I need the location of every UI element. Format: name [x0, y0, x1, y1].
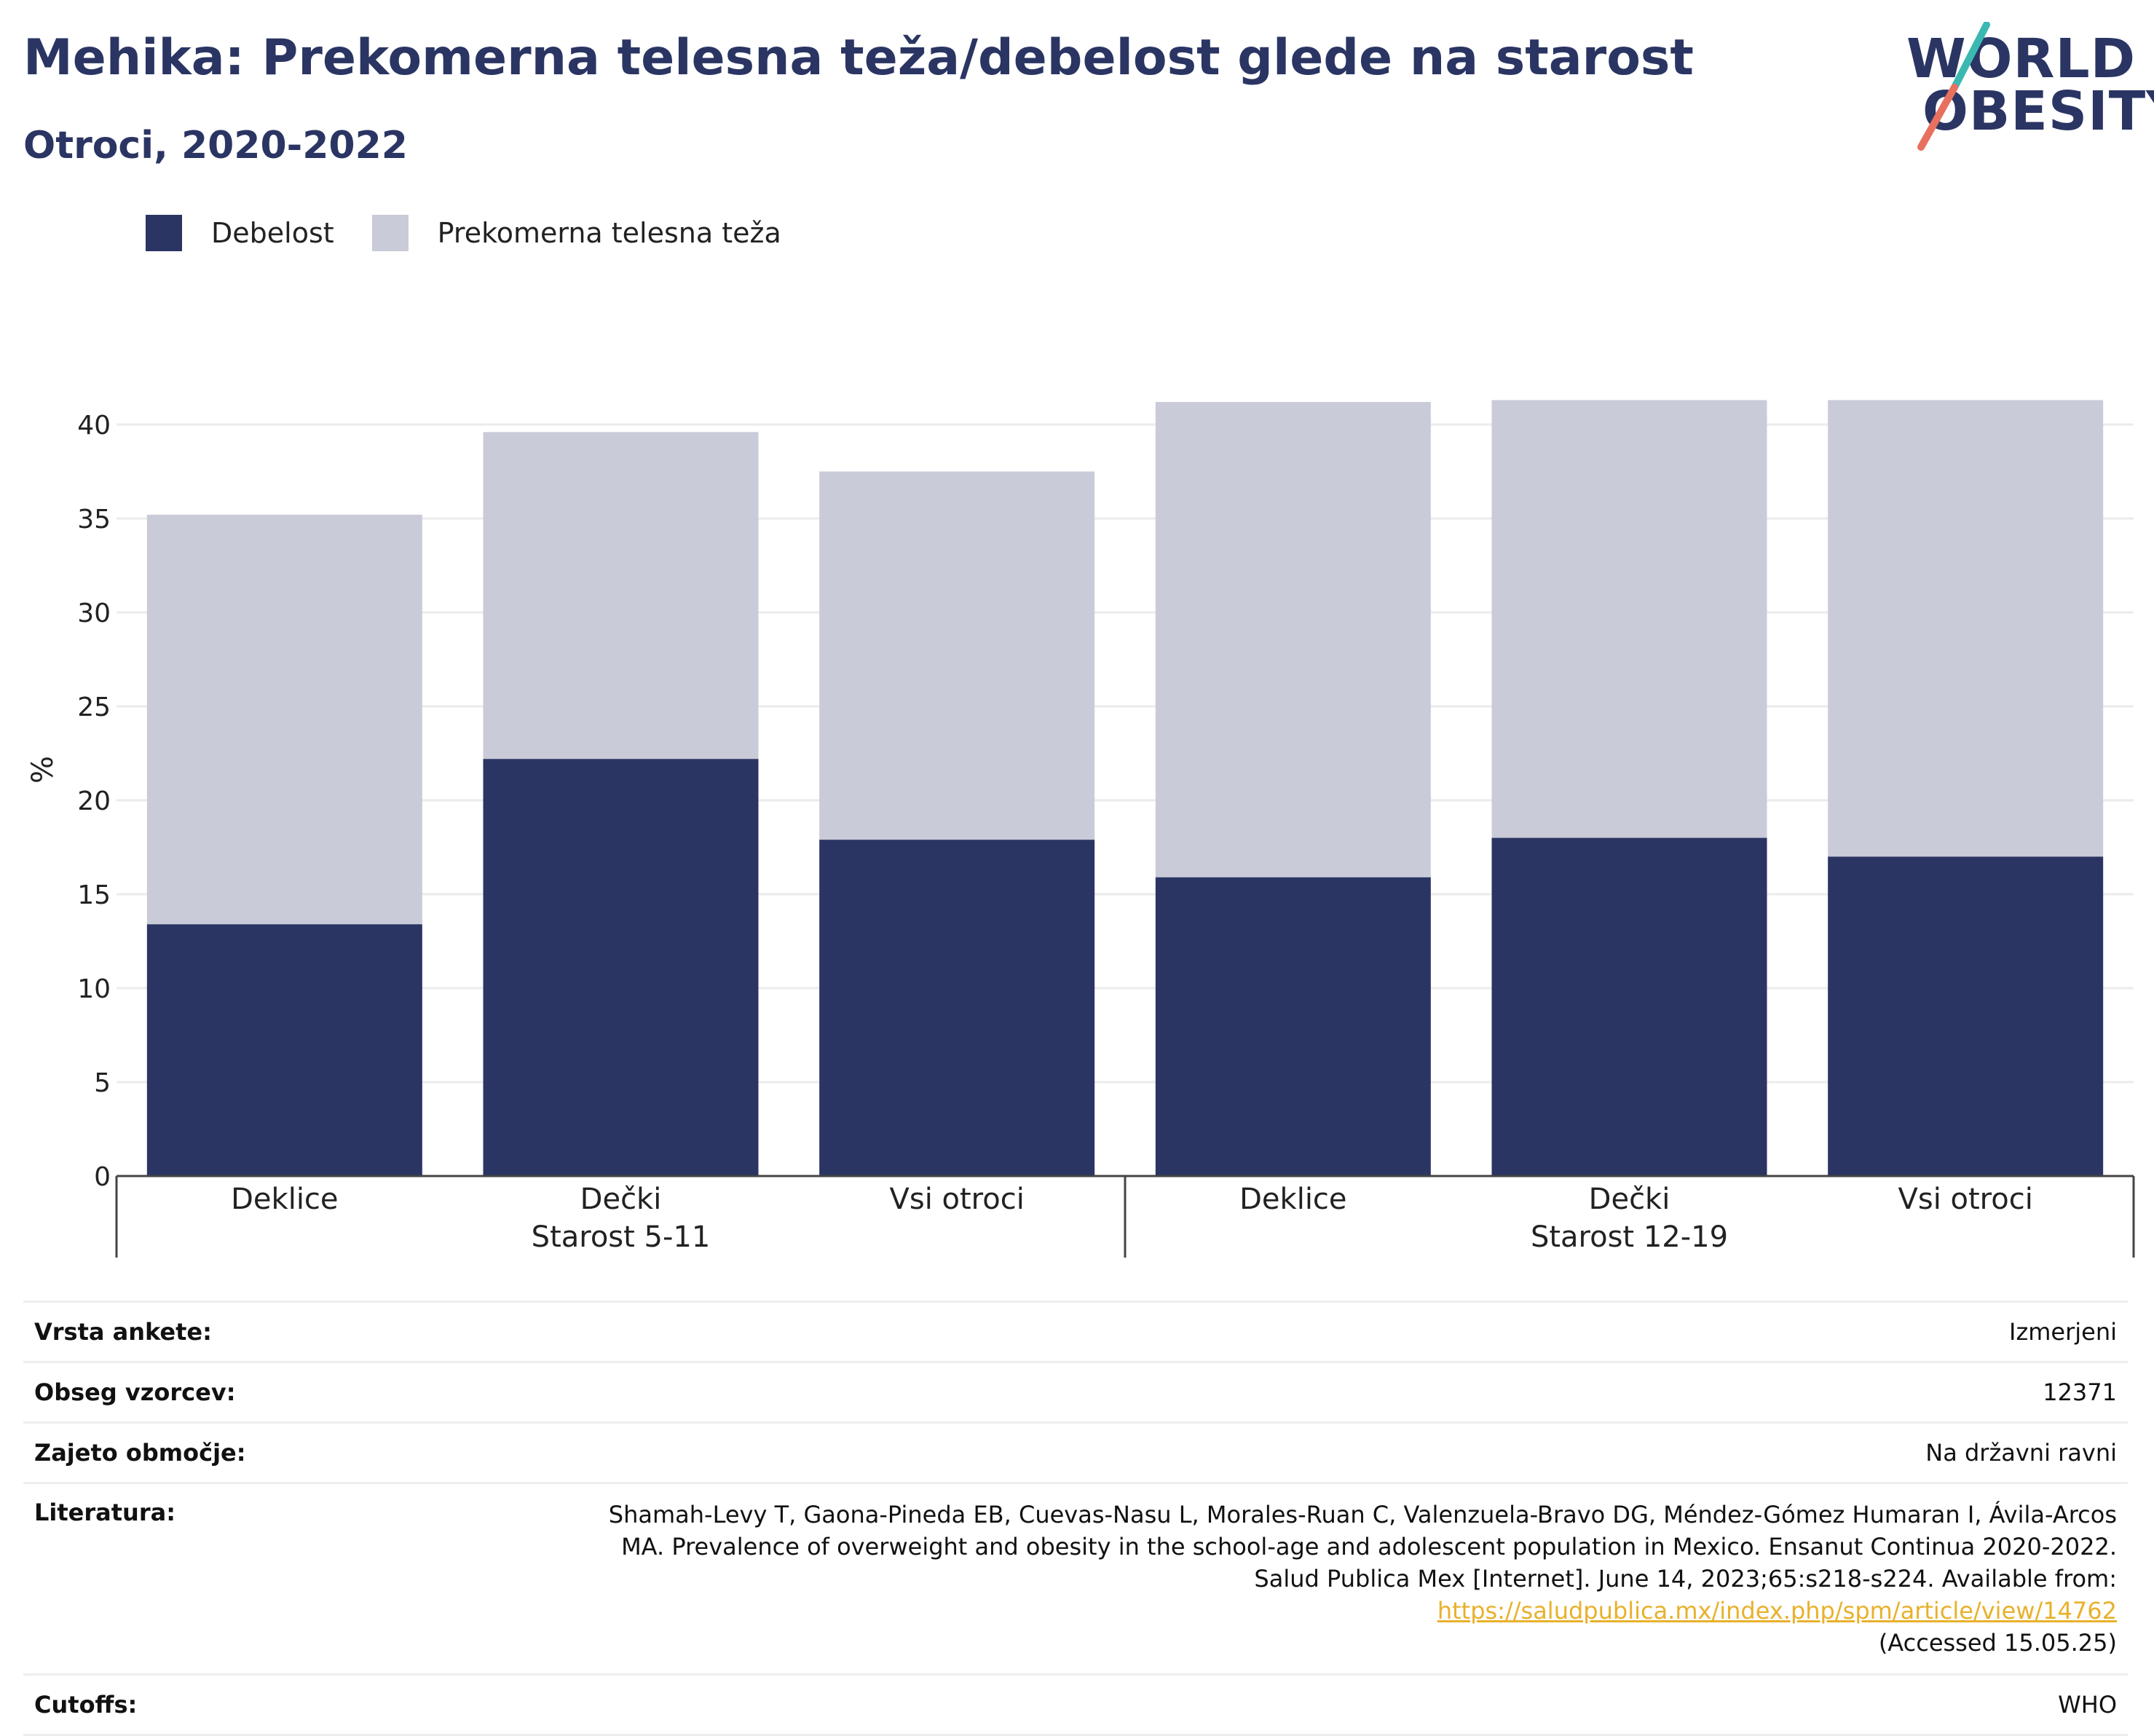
info-row-literature: Literatura: Shamah-Levy T, Gaona-Pineda …	[23, 1482, 2128, 1673]
sample-size-label: Obseg vzorcev:	[34, 1378, 236, 1406]
logo-line-1: WORLD	[1906, 28, 2137, 90]
y-tick-label: 30	[77, 599, 111, 628]
bar-overweight	[1155, 402, 1431, 877]
logo-line-2: OBESITY	[1922, 80, 2154, 143]
bar-obesity	[146, 924, 422, 1176]
bar-overweight	[483, 432, 759, 760]
legend-label-obesity: Debelost	[211, 217, 334, 249]
y-tick-label: 10	[77, 974, 111, 1004]
x-tick-label: Vsi otroci	[889, 1183, 1024, 1216]
y-tick-label: 5	[94, 1068, 111, 1098]
info-row-sample-size: Obseg vzorcev: 12371	[23, 1361, 2128, 1421]
survey-type-value: Izmerjeni	[2009, 1318, 2117, 1346]
chart-title: Mehika: Prekomerna telesna teža/debelost…	[23, 29, 1694, 87]
bar-overweight	[1491, 400, 1767, 838]
logo-slash-icon	[1917, 22, 1990, 151]
x-group-label: Starost 5-11	[532, 1220, 711, 1254]
bar-obesity	[483, 759, 759, 1176]
info-row-survey-type: Vrsta ankete: Izmerjeni	[23, 1301, 2128, 1361]
y-tick-label: 0	[94, 1162, 111, 1192]
bar-obesity	[1155, 877, 1431, 1176]
cutoffs-label: Cutoffs:	[34, 1691, 138, 1719]
x-tick-label: Dečki	[1589, 1183, 1670, 1216]
y-tick-label: 40	[77, 411, 111, 441]
chart-legend: Debelost Prekomerna telesna teža	[146, 215, 819, 251]
literature-value: Shamah-Levy T, Gaona-Pineda EB, Cuevas-N…	[580, 1499, 2117, 1659]
bar-overweight	[146, 514, 422, 925]
info-row-coverage: Zajeto območje: Na državni ravni	[23, 1421, 2128, 1482]
y-tick-label: 35	[77, 505, 111, 534]
legend-swatch-obesity	[146, 215, 182, 251]
legend-swatch-overweight	[371, 215, 409, 251]
literature-link[interactable]: https://saludpublica.mx/index.php/spm/ar…	[1437, 1597, 2117, 1625]
coverage-label: Zajeto območje:	[34, 1439, 246, 1467]
legend-item-overweight[interactable]: Prekomerna telesna teža	[371, 215, 781, 251]
legend-label-overweight: Prekomerna telesna teža	[437, 217, 781, 249]
y-axis-label: %	[26, 756, 60, 784]
bar-obesity	[819, 840, 1095, 1176]
bar-overweight	[819, 471, 1095, 840]
y-tick-label: 15	[77, 880, 111, 910]
bar-obesity	[1828, 856, 2104, 1176]
info-table: Vrsta ankete: Izmerjeni Obseg vzorcev: 1…	[23, 1301, 2128, 1736]
literature-text: Shamah-Levy T, Gaona-Pineda EB, Cuevas-N…	[608, 1501, 2117, 1593]
y-tick-label: 25	[77, 693, 111, 722]
x-tick-label: Dečki	[580, 1183, 662, 1216]
literature-label: Literatura:	[34, 1499, 175, 1526]
survey-type-label: Vrsta ankete:	[34, 1318, 212, 1346]
y-tick-label: 20	[77, 786, 111, 816]
world-obesity-logo: WORLD OBESITY	[1893, 22, 2154, 157]
bar-overweight	[1828, 400, 2104, 857]
cutoffs-value: WHO	[2058, 1691, 2117, 1719]
legend-item-obesity[interactable]: Debelost	[146, 215, 334, 251]
bar-obesity	[1491, 837, 1767, 1176]
info-row-cutoffs: Cutoffs: WHO	[23, 1673, 2128, 1736]
x-tick-label: Deklice	[231, 1183, 338, 1216]
coverage-value: Na državni ravni	[1925, 1439, 2117, 1467]
sample-size-value: 12371	[2043, 1378, 2117, 1406]
chart-subtitle: Otroci, 2020-2022	[23, 124, 408, 167]
x-tick-label: Vsi otroci	[1898, 1183, 2032, 1216]
literature-accessed: (Accessed 15.05.25)	[1878, 1629, 2117, 1657]
x-group-label: Starost 12-19	[1531, 1220, 1728, 1254]
x-tick-label: Deklice	[1239, 1183, 1346, 1216]
bar-chart: 0 5 10 15 20 25 30 35 40% Deklice Dečki Vsi otroci D…	[26, 400, 2135, 1258]
